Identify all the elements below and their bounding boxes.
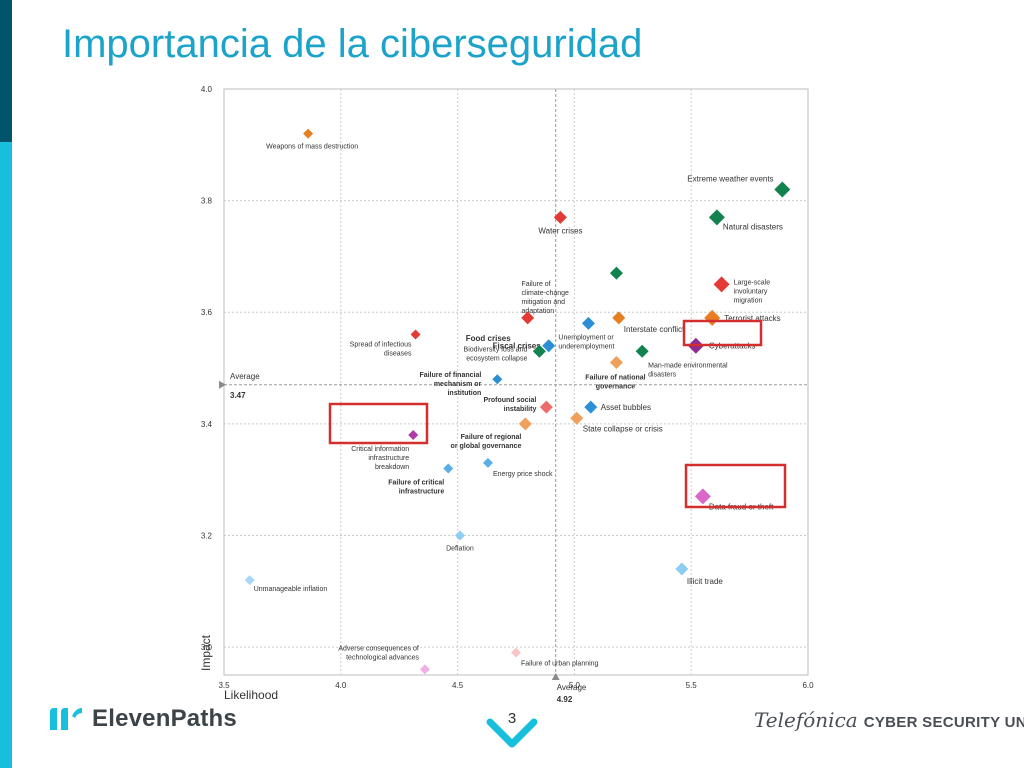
highlight-box <box>328 402 429 445</box>
y-tick-label: 3.8 <box>201 197 213 206</box>
risk-point-label: Deflation <box>446 545 474 552</box>
elevenpaths-logo-text: ElevenPaths <box>92 705 237 732</box>
risk-point-label: Water crises <box>538 226 582 235</box>
y-tick-label: 3.6 <box>201 308 213 317</box>
risk-point-label: Unmanageable inflation <box>254 586 328 593</box>
risk-point-marker <box>774 181 791 198</box>
risk-point-label: Terrorist attacks <box>724 314 780 323</box>
risk-point-marker <box>584 400 598 414</box>
risk-point-marker <box>244 575 255 586</box>
risk-point-marker <box>532 344 546 358</box>
risk-point-marker <box>511 647 521 658</box>
y-axis-label: Impact <box>199 634 213 671</box>
x-tick-label: 3.5 <box>218 681 230 690</box>
risk-point-label: Food crises <box>466 334 511 343</box>
highlight-box <box>682 319 763 347</box>
average-y-label: Average <box>230 372 260 381</box>
risk-point-marker <box>408 430 419 441</box>
risk-point-marker <box>521 311 535 325</box>
risk-point-label: Unemployment or underemployment <box>558 334 614 350</box>
risk-point-marker <box>708 209 725 226</box>
risk-point-marker <box>542 339 556 353</box>
risk-point-marker <box>303 128 314 139</box>
risk-point-label: Failure of regional or global governance <box>451 434 522 450</box>
risk-point-label: Failure of financial mechanism or institut… <box>419 372 481 397</box>
risk-point-label: Weapons of mass destruction <box>266 144 358 151</box>
y-tick-label: 3.4 <box>201 420 213 429</box>
risk-point-marker <box>518 417 532 431</box>
risk-point-marker <box>410 329 421 340</box>
cyber-security-unit-text: CYBER SECURITY UNIT <box>863 714 1024 731</box>
risk-point-label: Extreme weather events <box>687 174 773 183</box>
chevron-down-icon[interactable] <box>484 716 540 750</box>
risk-point-marker <box>482 457 493 468</box>
risk-point-marker <box>581 316 595 330</box>
y-tick-label: 4.0 <box>201 85 213 94</box>
elevenpaths-mark-icon <box>50 708 82 730</box>
y-tick-label: 3.2 <box>201 531 213 540</box>
risk-point-label: Asset bubbles <box>601 403 651 412</box>
x-tick-label: 4.0 <box>335 681 347 690</box>
risk-point-marker <box>553 210 567 224</box>
elevenpaths-logo: ElevenPaths <box>48 705 237 733</box>
x-axis-label: Likelihood <box>224 688 278 702</box>
risk-point-label: State collapse or crisis <box>583 424 663 433</box>
risk-point-label: Man-made environmental disasters <box>648 362 728 378</box>
accent-bar-dark <box>0 0 12 142</box>
risk-point-marker <box>609 355 623 369</box>
telefonica-brand-text: Telefónica <box>754 708 858 732</box>
average-y-value: 3.47 <box>230 391 246 400</box>
risk-point-label: Failure of urban planning <box>521 661 599 668</box>
risk-point-label: Profound social instability <box>483 397 536 413</box>
x-tick-label: 5.5 <box>686 681 698 690</box>
risk-point-label: Failure of climate-change mitigation and ad… <box>521 281 569 315</box>
risk-point-label: Illicit trade <box>687 577 724 586</box>
slide-title: Importancia de la ciberseguridad <box>62 22 643 66</box>
risk-point-marker <box>454 530 465 541</box>
page-number: 3 <box>507 710 517 727</box>
risk-point-marker <box>492 374 503 385</box>
risk-point-marker <box>635 344 649 358</box>
x-tick-label: 4.5 <box>452 681 464 690</box>
y-tick-label: 3.0 <box>201 643 213 652</box>
risk-point-label: Failure of critical infrastructure <box>388 480 444 496</box>
telefonica-logo: Telefónica CYBER SECURITY UNIT <box>754 708 1024 732</box>
risk-point-label: Biodiversity loss and ecosystem collapse <box>464 346 528 362</box>
x-tick-label: 6.0 <box>802 681 814 690</box>
risk-point-label: Critical information infrastructure breakd… <box>351 446 409 471</box>
x-tick-label: 5.0 <box>569 681 581 690</box>
risk-point-label: Fiscal crises <box>493 342 542 351</box>
risk-point-label: Spread of infectious diseases <box>350 342 412 358</box>
risk-point-marker <box>609 266 623 280</box>
average-y-marker <box>219 380 226 389</box>
risk-point-label: Natural disasters <box>723 222 783 231</box>
risk-point-marker <box>539 400 553 414</box>
risk-point-marker <box>570 411 584 425</box>
plot-frame <box>223 88 809 676</box>
risk-point-marker <box>612 311 626 325</box>
risk-point-marker <box>443 463 454 474</box>
risk-point-label: Energy price shock <box>493 471 553 478</box>
risk-point-marker <box>419 664 430 675</box>
risk-point-label: Large-scale involuntary migration <box>734 279 771 304</box>
highlight-box <box>684 463 787 509</box>
accent-bar-light <box>0 142 12 768</box>
risk-point-label: Interstate conflict <box>624 325 685 334</box>
risk-point-marker <box>694 488 711 505</box>
average-x-value: 4.92 <box>557 695 573 704</box>
risk-point-marker <box>675 562 689 576</box>
risk-point-label: Failure of national governance <box>585 374 645 390</box>
average-x-marker <box>551 673 560 680</box>
risk-point-marker <box>713 276 730 293</box>
risk-point-label: Adverse consequences of technological adv… <box>338 645 419 661</box>
average-x-label: Average <box>557 683 587 692</box>
